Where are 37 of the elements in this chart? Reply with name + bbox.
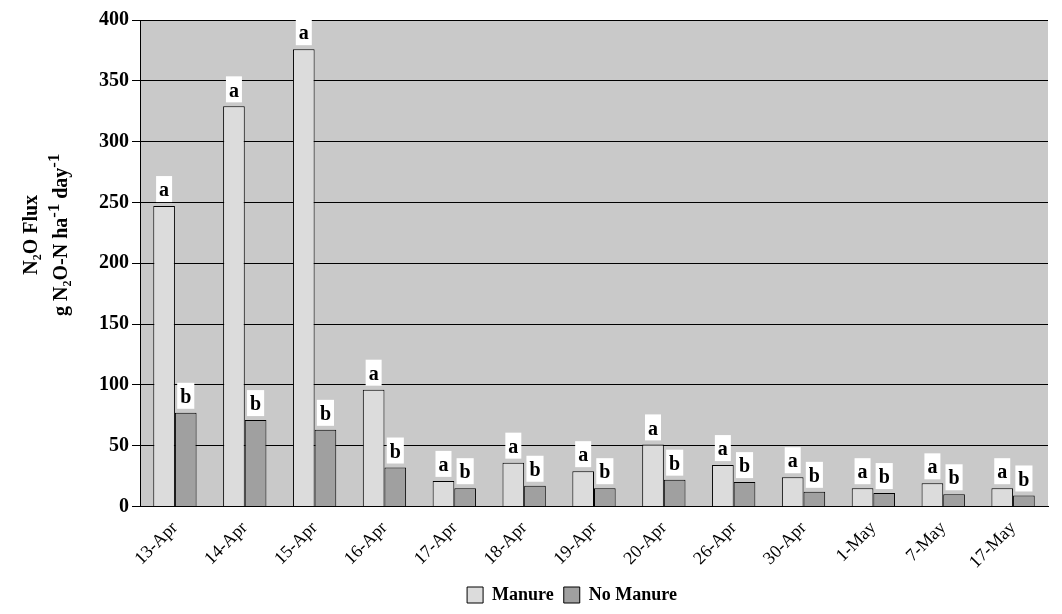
y-tick-label: 150 bbox=[99, 311, 129, 334]
data-label: b bbox=[738, 454, 751, 477]
y-tick-label: 100 bbox=[99, 371, 129, 394]
data-label: a bbox=[298, 21, 309, 44]
legend-label: No Manure bbox=[588, 583, 677, 604]
data-label: a bbox=[228, 78, 239, 101]
data-label: b bbox=[878, 465, 890, 488]
data-label: a bbox=[438, 453, 449, 476]
data-label: b bbox=[250, 392, 262, 415]
data-label: a bbox=[857, 460, 868, 483]
data-label: b bbox=[808, 464, 820, 487]
data-label: a bbox=[508, 434, 519, 457]
data-label: a bbox=[787, 449, 798, 472]
data-label: b bbox=[669, 451, 681, 474]
data-label: a bbox=[927, 455, 938, 478]
data-label: a bbox=[997, 460, 1008, 483]
y-tick-label: 0 bbox=[119, 493, 129, 516]
y-tick-label: 200 bbox=[99, 250, 129, 273]
data-label: a bbox=[648, 416, 659, 439]
legend-label: Manure bbox=[492, 583, 554, 604]
data-label: b bbox=[389, 439, 401, 462]
data-label: b bbox=[948, 466, 960, 489]
y-tick-label: 400 bbox=[99, 7, 129, 30]
data-label: b bbox=[599, 460, 611, 483]
data-label: b bbox=[319, 401, 331, 424]
data-label: a bbox=[578, 443, 589, 466]
y-tick-label: 50 bbox=[109, 432, 129, 455]
data-label: b bbox=[1018, 467, 1030, 490]
data-label: a bbox=[368, 361, 379, 384]
y-tick-label: 300 bbox=[99, 128, 129, 151]
data-label: b bbox=[459, 460, 471, 483]
data-label: a bbox=[717, 437, 728, 460]
data-label: a bbox=[159, 178, 170, 201]
data-label: b bbox=[180, 384, 192, 407]
data-label: b bbox=[529, 457, 541, 480]
y-tick-label: 250 bbox=[99, 189, 129, 212]
y-tick-label: 350 bbox=[99, 67, 129, 90]
